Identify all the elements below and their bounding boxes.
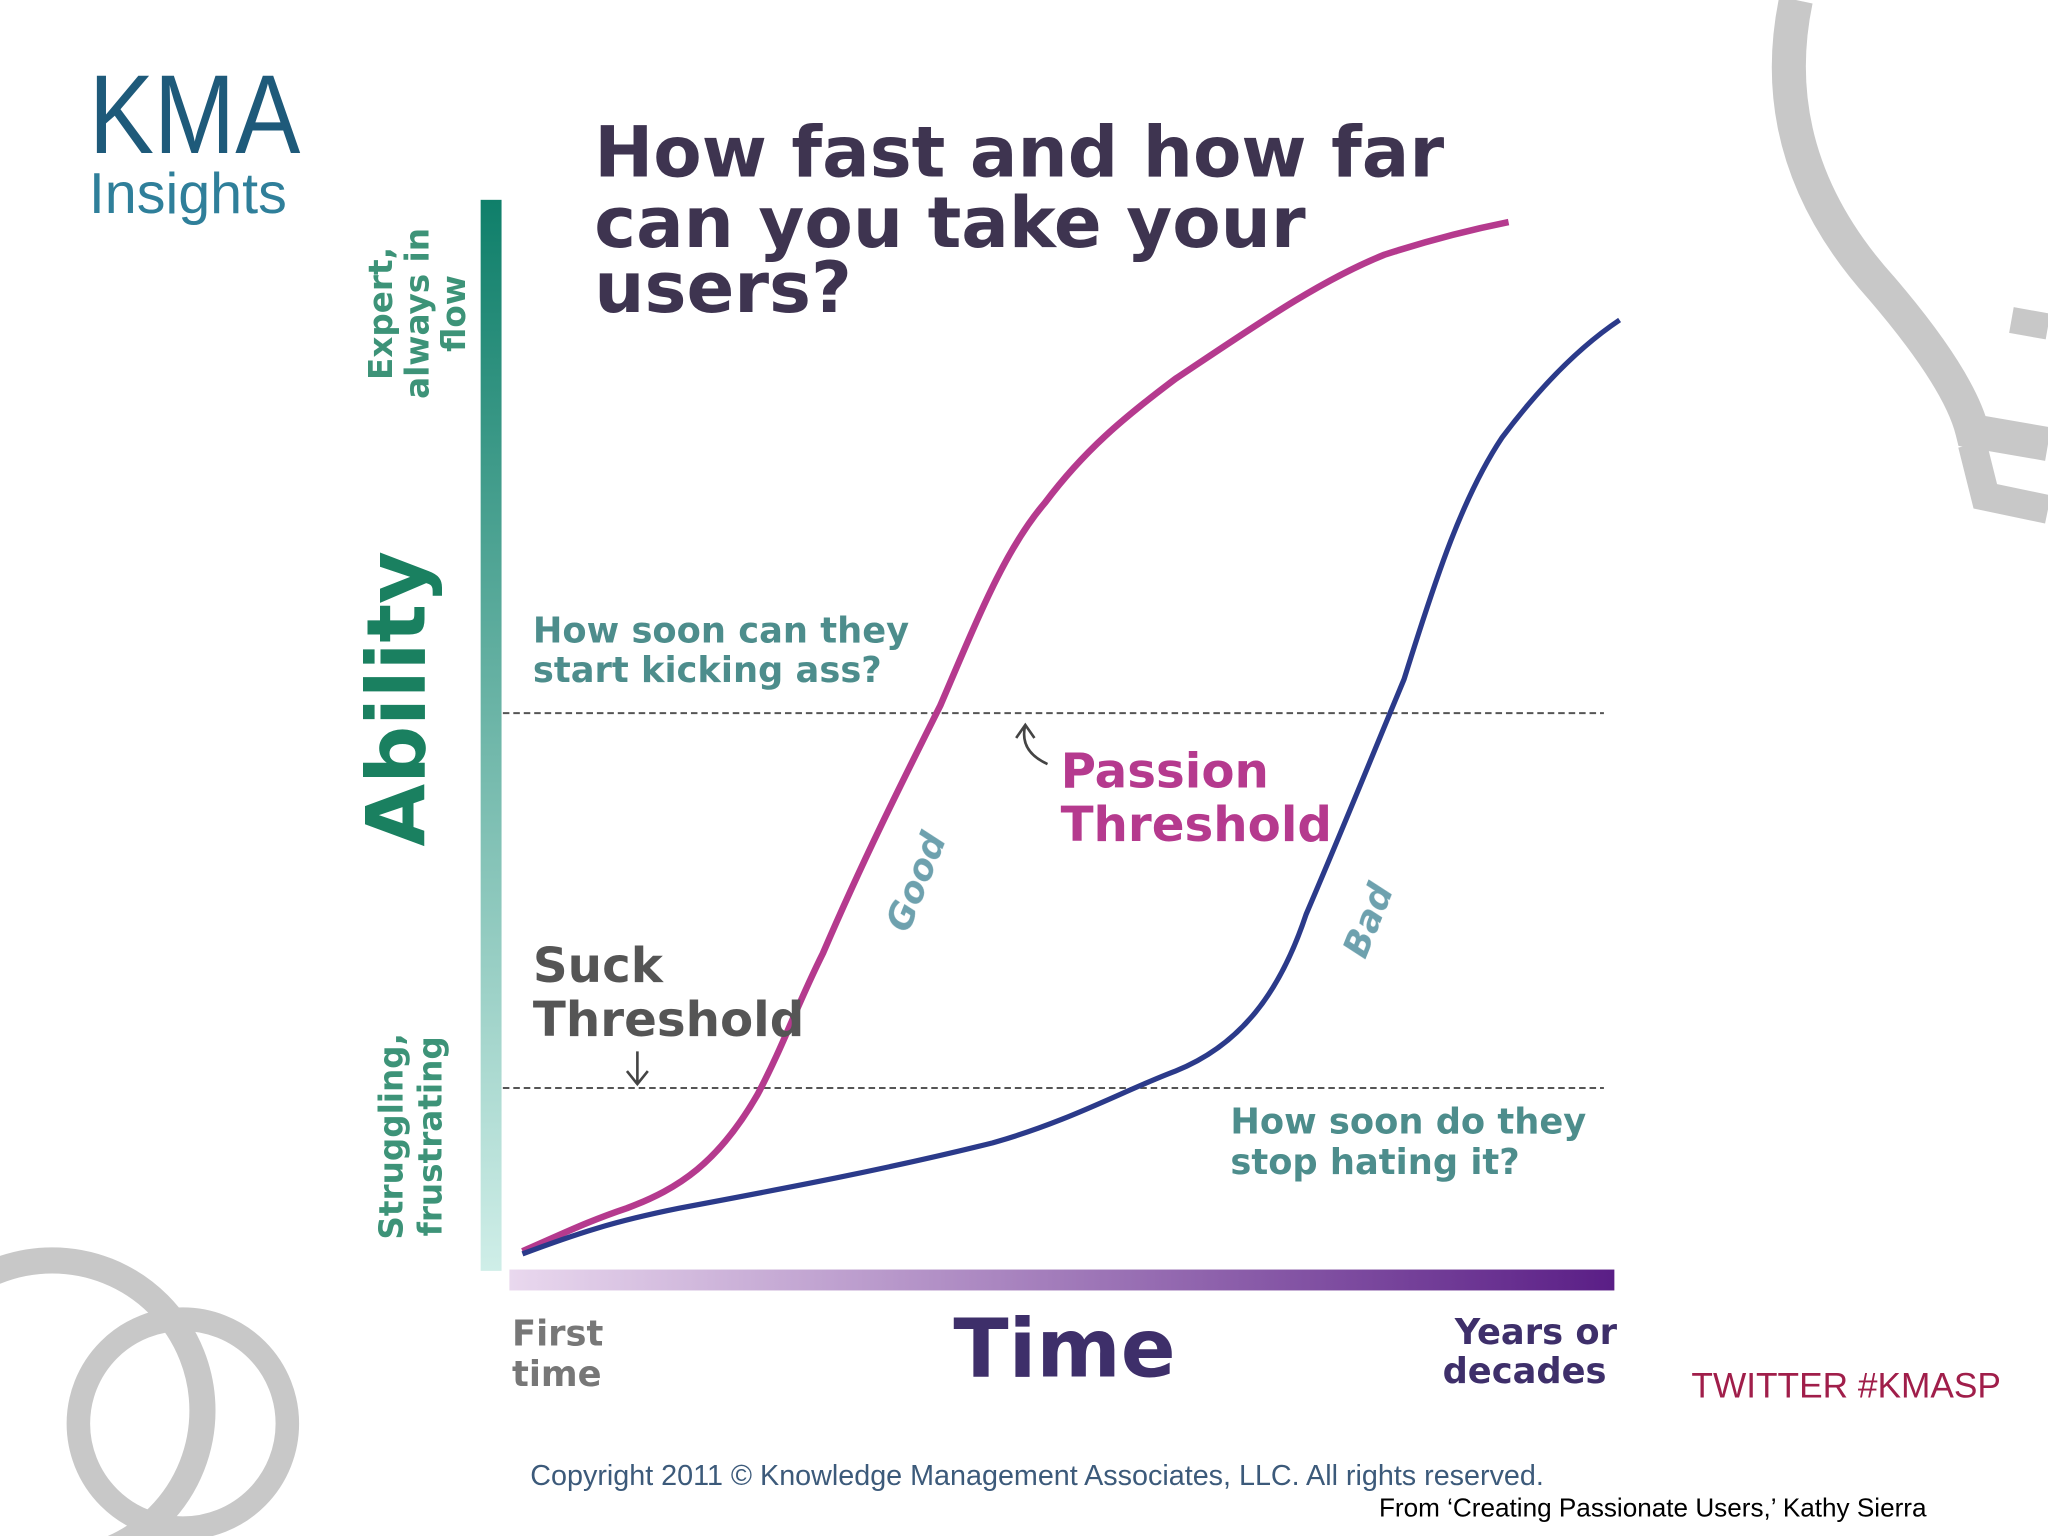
source: From ‘Creating Passionate Users,’ Kathy …: [1379, 1492, 1927, 1522]
logo-subtitle: Insights: [89, 162, 287, 226]
y-top-label: Expert,: [362, 247, 400, 380]
threshold-label: Passion: [1061, 744, 1269, 800]
threshold-label: Suck: [533, 938, 665, 994]
curve-label: Good: [878, 826, 955, 937]
question-text: How soon do they: [1230, 1102, 1586, 1143]
bad-curve: [521, 317, 1622, 1257]
arrow: [1015, 722, 1049, 766]
y-top-label: flow: [435, 275, 473, 352]
y-axis-bar: [480, 199, 502, 1271]
x-end-label: decades: [1443, 1351, 1607, 1392]
x-end-label: Years or: [1454, 1312, 1618, 1353]
x-axis-label: Time: [953, 1303, 1175, 1397]
threshold-label: Threshold: [533, 992, 804, 1048]
title-line: can you take your: [594, 182, 1306, 264]
arrow: [625, 1051, 649, 1087]
y-axis-labels: Ability Expert, always in flow Strugglin…: [350, 228, 472, 1240]
title: How fast and how far can you take your u…: [594, 111, 1444, 329]
x-start-label: time: [512, 1354, 602, 1395]
twitter: TWITTER #KMASP: [1691, 1367, 2000, 1406]
y-top-label: always in: [398, 228, 436, 399]
threshold-label: Threshold: [1061, 797, 1332, 853]
question-text: stop hating it?: [1230, 1142, 1519, 1183]
x-axis-bar: [509, 1269, 1615, 1291]
logo-brand: KMA: [89, 51, 301, 177]
title-line: How fast and how far: [594, 111, 1444, 193]
y-axis-label: Ability: [350, 551, 444, 846]
question-text: How soon can they: [533, 611, 909, 652]
curve-label: Bad: [1335, 877, 1402, 963]
question-text: start kicking ass?: [533, 650, 882, 691]
title-line: users?: [594, 247, 852, 329]
copyright: Copyright 2011 © Knowledge Management As…: [530, 1460, 1544, 1492]
x-start-label: First: [512, 1313, 604, 1354]
y-bottom-label: frustrating: [411, 1036, 449, 1236]
y-bottom-label: Struggling,: [372, 1033, 410, 1240]
good-curve: [521, 218, 1510, 1255]
